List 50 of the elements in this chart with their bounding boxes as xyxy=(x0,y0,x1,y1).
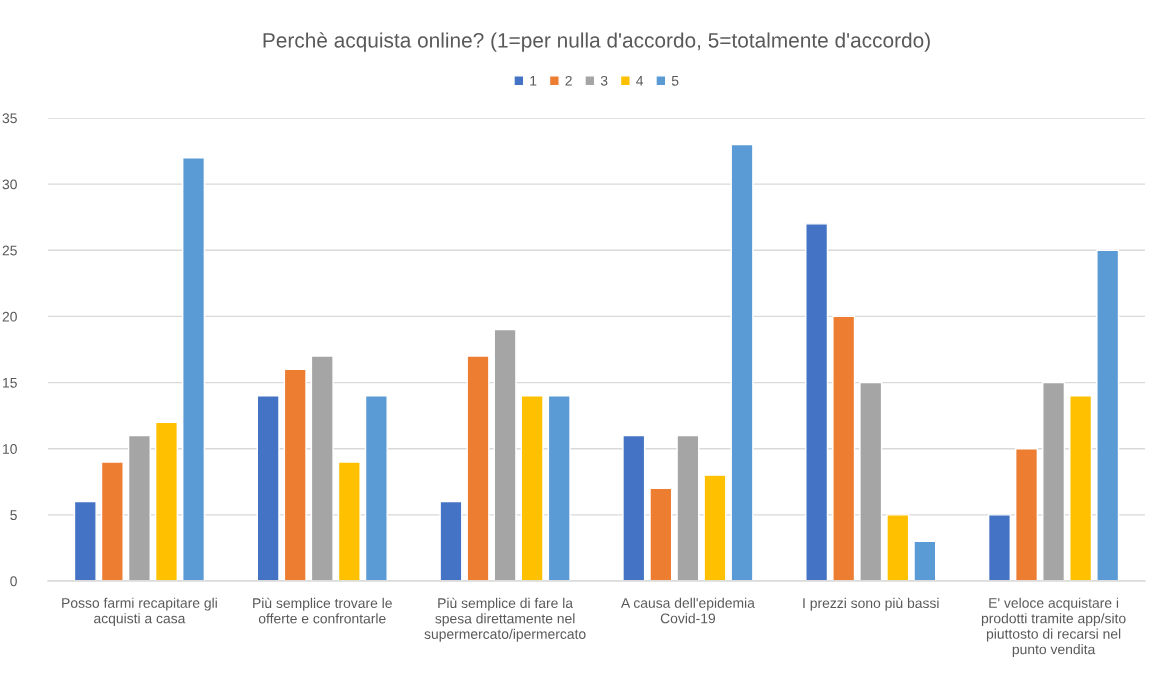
bar xyxy=(520,395,544,581)
legend-label: 3 xyxy=(600,75,608,86)
y-tick-label: 15 xyxy=(3,378,17,388)
bar xyxy=(154,421,178,581)
legend-label: 2 xyxy=(565,75,572,86)
bar xyxy=(676,434,700,581)
bar xyxy=(703,474,727,581)
y-tick-label: 30 xyxy=(2,179,17,190)
bar xyxy=(466,355,490,581)
chart-title: Perchè acquista online? (1=per nulla d'accordo, 5=totalmente d'accordo) xyxy=(263,32,930,52)
bar xyxy=(1042,381,1066,581)
y-tick-label: 0 xyxy=(10,576,17,587)
bar xyxy=(364,395,388,581)
bar xyxy=(547,395,571,581)
bar xyxy=(127,434,151,581)
bar xyxy=(310,355,334,581)
x-tick-label: Posso farmi recapitare gli acquisti a casa xyxy=(62,597,217,627)
bar xyxy=(913,540,937,581)
y-tick-label: 10 xyxy=(3,444,17,454)
x-tick-label: Più semplice trovare le offerte e confrontarle xyxy=(253,597,392,624)
bar xyxy=(1069,395,1093,581)
y-tick-label: 25 xyxy=(2,245,17,256)
y-tick-label: 5 xyxy=(10,510,17,521)
bar xyxy=(805,223,829,581)
bar xyxy=(100,461,124,581)
x-tick-label: I prezzi sono più bassi xyxy=(803,597,939,611)
bar xyxy=(283,368,307,581)
legend-label: 1 xyxy=(530,76,537,86)
bar xyxy=(337,461,361,581)
bar xyxy=(987,514,1011,581)
bar xyxy=(182,156,206,581)
bar xyxy=(439,500,463,581)
y-tick-label: 20 xyxy=(2,311,17,322)
x-tick-label: A causa dell'epidemia Covid-19 xyxy=(620,597,755,624)
bar xyxy=(1096,249,1120,581)
x-tick-label: E' veloce acquistare i prodotti tramite app/sito piuttosto di recarsi nel punto vendita xyxy=(981,597,1126,657)
bar xyxy=(1015,448,1039,581)
y-tick-label: 35 xyxy=(2,113,17,124)
bar xyxy=(832,315,856,581)
legend-label: 4 xyxy=(636,76,644,86)
legend-label: 5 xyxy=(671,76,679,86)
bar xyxy=(649,487,673,581)
bar xyxy=(73,500,97,581)
bar xyxy=(730,143,754,581)
bar xyxy=(256,395,280,581)
bar xyxy=(622,434,646,581)
bar xyxy=(493,328,517,581)
bar xyxy=(859,381,883,581)
x-tick-label: Più semplice di fare la spesa direttamente nel supermercato/ipermercato xyxy=(424,597,586,642)
bar xyxy=(886,514,910,581)
